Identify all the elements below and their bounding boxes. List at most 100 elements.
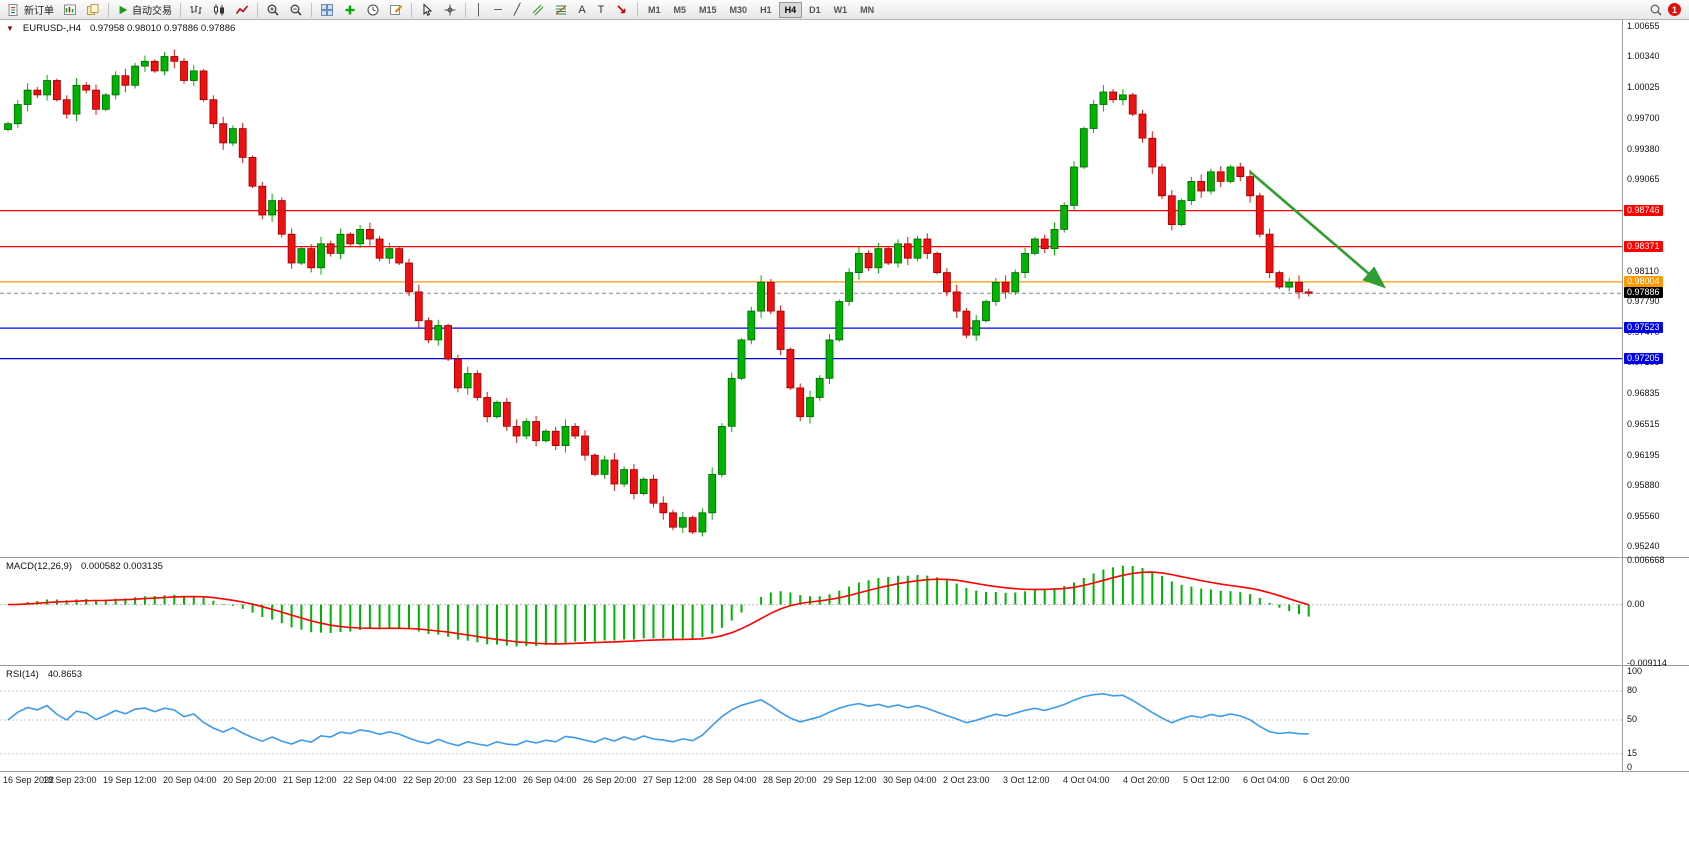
templates-button[interactable] <box>385 1 407 19</box>
timeframe-button-m15[interactable]: M15 <box>693 2 723 18</box>
one-click-trading-toggle-icon[interactable]: ▼ <box>6 24 14 33</box>
tile-windows-icon <box>321 3 333 16</box>
toolbar: 新订单 自动交易 │ ─ ╱ <box>0 0 1689 20</box>
toolbar-separator <box>637 2 638 17</box>
fibonacci-button[interactable] <box>550 1 572 19</box>
rsi-label: RSI(14) <box>6 669 39 680</box>
vertical-line-button[interactable]: │ <box>470 1 488 19</box>
toolbar-separator <box>108 2 109 17</box>
time-axis-label: 20 Sep 20:00 <box>223 775 277 785</box>
tile-windows-button[interactable] <box>316 1 338 19</box>
toolbar-separator <box>411 2 412 17</box>
rsi-scale[interactable]: 100 80 50 15 0 <box>1622 665 1689 772</box>
price-scale-label: 0.99380 <box>1627 143 1660 154</box>
search-icon[interactable] <box>1649 3 1663 17</box>
price-line-label[interactable]: 0.98004 <box>1624 275 1663 287</box>
channel-button[interactable] <box>527 1 549 19</box>
candlestick-chart-button[interactable] <box>208 1 230 19</box>
arrows-button[interactable] <box>611 1 633 19</box>
new-chart-button[interactable] <box>59 1 81 19</box>
time-axis-label: 4 Oct 04:00 <box>1063 775 1110 785</box>
price-line-label[interactable]: 0.97205 <box>1624 352 1663 364</box>
notification-badge[interactable]: 1 <box>1668 3 1681 16</box>
channel-icon <box>532 4 544 15</box>
time-axis-label: 19 Sep 12:00 <box>103 775 157 785</box>
macd-scale[interactable]: 0.006668 0.00 -0.009114 <box>1622 555 1689 668</box>
price-scale-label: 1.00025 <box>1627 81 1660 92</box>
price-scale-label: 0.96515 <box>1627 418 1660 429</box>
price-scale-label: 0.97790 <box>1627 296 1660 307</box>
line-chart-icon <box>235 5 249 14</box>
timeframe-button-h1[interactable]: H1 <box>754 2 778 18</box>
time-axis-label: 6 Oct 04:00 <box>1243 775 1290 785</box>
autotrading-play-icon <box>119 5 128 14</box>
vertical-line-icon: │ <box>475 3 483 16</box>
chart-symbol-title: EURUSD-,H4 <box>22 23 81 34</box>
text-button[interactable]: A <box>573 1 591 19</box>
time-axis-label: 21 Sep 12:00 <box>283 775 337 785</box>
new-order-icon <box>8 3 18 16</box>
indicators-button[interactable] <box>339 1 361 19</box>
time-axis-label: 18 Sep 23:00 <box>43 775 97 785</box>
toolbar-right: 1 <box>1649 3 1686 17</box>
text-label-button[interactable]: T <box>592 1 610 19</box>
trendline-button[interactable]: ╱ <box>508 1 526 19</box>
timeframe-group: M1 M5 M15 M30 H1 H4 D1 W1 MN <box>642 1 880 18</box>
chart-ohlc-values: 0.97958 0.98010 0.97886 0.97886 <box>89 23 236 34</box>
macd-scale-label: 0.006668 <box>1627 555 1665 566</box>
time-axis-label: 4 Oct 20:00 <box>1123 775 1170 785</box>
price-line-label[interactable]: 0.98746 <box>1624 204 1663 216</box>
timeframe-button-m30[interactable]: M30 <box>724 2 754 18</box>
price-scale-label: 0.95880 <box>1627 479 1660 490</box>
price-chart-canvas[interactable] <box>0 20 1622 557</box>
timeframe-button-mn[interactable]: MN <box>854 2 880 18</box>
timeframe-button-h4[interactable]: H4 <box>778 1 803 18</box>
bar-chart-button[interactable] <box>185 1 207 19</box>
price-line-label[interactable]: 0.98371 <box>1624 240 1663 252</box>
macd-scale-label: -0.009114 <box>1627 657 1667 668</box>
new-order-button[interactable]: 新订单 <box>3 1 58 19</box>
time-axis-label: 3 Oct 12:00 <box>1003 775 1050 785</box>
current-price-label[interactable]: 0.97886 <box>1624 287 1663 299</box>
cursor-button[interactable] <box>416 1 438 19</box>
auto-trading-button[interactable]: 自动交易 <box>113 1 176 19</box>
rsi-scale-label: 100 <box>1627 665 1643 676</box>
profiles-icon <box>87 3 99 15</box>
macd-header: MACD(12,26,9) 0.000582 0.003135 <box>6 561 163 572</box>
time-axis[interactable]: 16 Sep 2022 18 Sep 23:00 19 Sep 12:00 20 Se… <box>0 771 1689 853</box>
horizontal-line-button[interactable]: ─ <box>489 1 507 19</box>
macd-chart-canvas[interactable] <box>0 558 1622 666</box>
bar-chart-icon <box>190 5 202 14</box>
price-pane: ▼ EURUSD-,H4 0.97958 0.98010 0.97886 0.9… <box>0 20 1689 557</box>
toolbar-separator <box>180 2 181 17</box>
fibonacci-icon <box>555 5 567 14</box>
horizontal-line-icon: ─ <box>494 3 502 16</box>
timeframe-button-m5[interactable]: M5 <box>668 2 693 18</box>
zoom-out-button[interactable] <box>285 1 307 19</box>
time-axis-label: 26 Sep 04:00 <box>523 775 577 785</box>
timeframe-button-w1[interactable]: W1 <box>828 2 854 18</box>
template-icon <box>390 4 403 15</box>
auto-trading-label: 自动交易 <box>132 6 172 17</box>
price-scale[interactable]: 1.00655 1.00340 1.00025 0.99700 0.99380 0.990… <box>1622 20 1689 557</box>
periods-button[interactable] <box>362 1 384 19</box>
price-scale-label: 0.96195 <box>1627 449 1660 460</box>
time-axis-label: 5 Oct 12:00 <box>1183 775 1230 785</box>
zoom-in-button[interactable] <box>262 1 284 19</box>
time-axis-label: 30 Sep 04:00 <box>883 775 937 785</box>
timeframe-button-d1[interactable]: D1 <box>803 2 827 18</box>
price-line-label[interactable]: 0.97523 <box>1624 322 1663 334</box>
rsi-chart-canvas[interactable] <box>0 666 1622 772</box>
rsi-header: RSI(14) 40.8653 <box>6 669 82 680</box>
crosshair-button[interactable] <box>439 1 461 19</box>
toolbar-separator <box>257 2 258 17</box>
timeframe-button-m1[interactable]: M1 <box>642 2 667 18</box>
price-scale-label: 0.99065 <box>1627 173 1660 184</box>
new-order-label: 新订单 <box>24 6 54 17</box>
line-chart-button[interactable] <box>231 1 253 19</box>
rsi-value: 40.8653 <box>47 669 83 680</box>
profiles-button[interactable] <box>82 1 104 19</box>
price-scale-label: 0.96835 <box>1627 388 1660 399</box>
text-label-icon: T <box>597 3 605 16</box>
rsi-pane: RSI(14) 40.8653 100 80 50 15 0 <box>0 665 1689 772</box>
